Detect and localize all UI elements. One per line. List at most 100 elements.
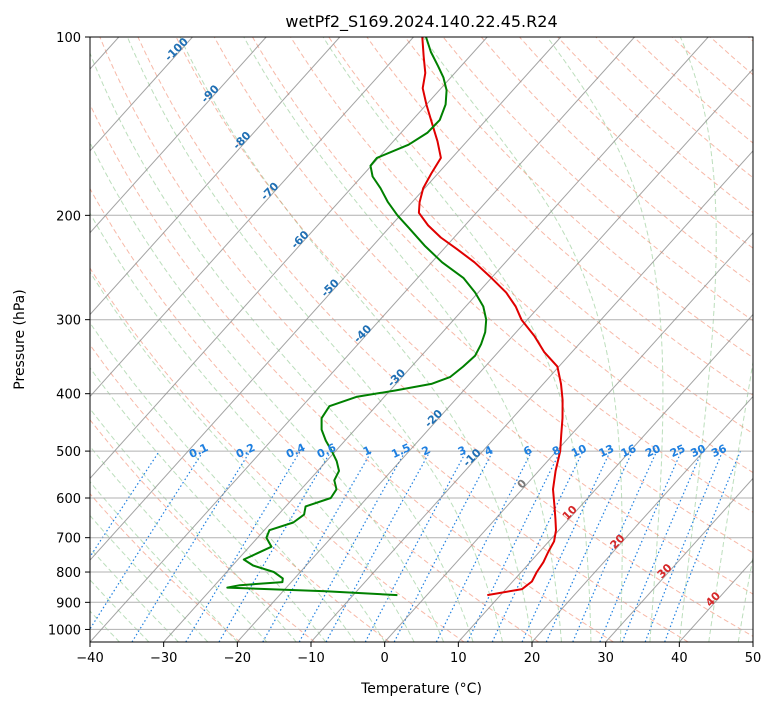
temperature-trace	[417, 37, 564, 597]
dry-adiabat-line	[633, 37, 753, 144]
moist-adiabat-line	[422, 37, 623, 642]
x-tick-label: 40	[671, 651, 688, 666]
x-axis: −40 −30 −20 −10 0 10 20 30 40 50	[76, 642, 761, 666]
dry-adiabat-line	[90, 344, 390, 642]
y-tick-label: 100	[56, 31, 81, 46]
moist-adiabat-line	[678, 37, 717, 642]
x-tick-label: −30	[150, 651, 177, 666]
isotherm-gridlines	[90, 37, 753, 642]
moist-adiabat-line	[322, 37, 592, 642]
isobar-gridlines	[90, 37, 753, 630]
moist-adiabat-line	[126, 37, 503, 642]
y-tick-label: 200	[56, 209, 81, 224]
dewpoint-trace	[226, 37, 488, 597]
dry-adiabat-line	[289, 37, 753, 474]
isotherm-line	[90, 37, 488, 480]
isotherm-line	[90, 37, 341, 316]
mixing-ratio-label: 25	[668, 442, 687, 460]
moist-adiabat-line	[708, 359, 753, 642]
moist-adiabat-line	[179, 37, 533, 642]
moist-adiabat-line	[546, 37, 664, 642]
dry-adiabat-line	[137, 37, 753, 637]
moist-adiabat-line	[90, 51, 474, 642]
dry-adiabat-line	[90, 492, 241, 642]
mixing-ratio-label: 20	[643, 442, 663, 460]
y-tick-label: 500	[56, 445, 81, 460]
moist-adiabat-line	[90, 271, 386, 642]
mixing-ratio-line	[621, 450, 703, 642]
y-axis: 100 200 300 400 500 600 700 800 900 1000	[48, 31, 90, 638]
dry-adiabat-line	[251, 37, 753, 513]
mixing-ratio-line	[364, 450, 467, 642]
mixing-ratio-label: 16	[619, 442, 639, 460]
isotherm-line	[90, 37, 635, 642]
isotherm-line	[236, 68, 753, 642]
mixing-ratio-line	[298, 450, 406, 642]
isotherm-line	[384, 232, 753, 642]
dry-adiabat-line	[90, 103, 614, 642]
dry-adiabat-line	[595, 37, 753, 179]
dry-adiabat-line	[90, 187, 540, 642]
mixing-ratio-label: 36	[709, 442, 729, 460]
isotherm-line	[531, 395, 753, 642]
x-axis-label: Temperature (°C)	[360, 681, 482, 697]
dry-adiabat-line	[328, 37, 753, 435]
mixing-ratio-line	[644, 450, 724, 642]
moist-adiabat-line	[90, 445, 268, 642]
dry-adiabat-line	[480, 37, 753, 285]
y-tick-label: 300	[56, 314, 81, 329]
dry-adiabat-line	[556, 37, 753, 214]
mixing-ratio-line	[599, 450, 682, 642]
moist-adiabat-line	[90, 579, 150, 642]
x-tick-label: 0	[381, 651, 389, 666]
dry-adiabat-line	[175, 37, 753, 595]
moist-adiabat-line	[243, 37, 562, 642]
mixing-ratio-label: 13	[597, 442, 616, 460]
plot-area: 0.1 0.2 0.4 0.6 1 1.5 2 3 4 6 8 10 13 16 20 25 30 36-100-…	[90, 37, 753, 642]
plot-frame	[89, 36, 754, 643]
x-tick-label: −20	[224, 651, 251, 666]
mixing-ratio-line	[545, 450, 634, 642]
y-axis-label: Pressure (hPa)	[12, 289, 28, 389]
isotherm-line	[90, 37, 193, 152]
chart-title: wetPf2_S169.2024.140.22.45.R24	[285, 12, 557, 32]
mixing-ratio-line	[325, 450, 431, 642]
x-tick-label: 10	[450, 651, 467, 666]
moist-adiabat-line	[90, 481, 238, 642]
y-tick-label: 800	[56, 566, 81, 581]
dry-adiabat-line	[518, 37, 753, 249]
y-tick-label: 1000	[48, 623, 81, 638]
x-tick-label: −10	[297, 651, 324, 666]
moist-adiabat-line	[90, 514, 209, 642]
moist-adiabat-line	[737, 554, 753, 642]
mixing-ratio-line	[435, 450, 533, 642]
y-tick-label: 700	[56, 532, 81, 547]
mixing-ratio-line	[90, 450, 204, 631]
y-tick-label: 600	[56, 492, 81, 507]
dry-adiabat-line	[90, 267, 465, 642]
moist-adiabat-line	[90, 141, 445, 642]
isotherm-line	[90, 37, 414, 398]
moist-adiabat-line	[90, 407, 297, 642]
mixing-ratio-label: 10	[569, 442, 589, 460]
moist-adiabat-line	[90, 322, 356, 642]
isotherm-line	[457, 313, 753, 642]
moist-adiabat-line	[90, 547, 179, 642]
mixing-ratio-line	[90, 450, 160, 558]
mixing-ratio-line	[572, 450, 658, 642]
dry-adiabat-line	[99, 37, 689, 642]
sounding-traces	[226, 37, 564, 597]
y-tick-label: 900	[56, 596, 81, 611]
x-tick-label: 20	[524, 651, 541, 666]
dry-adiabats	[90, 37, 753, 642]
x-tick-label: 30	[597, 651, 614, 666]
y-tick-label: 400	[56, 388, 81, 403]
isotherm-line	[163, 37, 709, 642]
isotherm-line	[90, 37, 267, 234]
dry-adiabat-line	[90, 418, 316, 642]
isotherm-line	[310, 150, 753, 642]
x-tick-label: −40	[76, 651, 103, 666]
isotherm-line	[605, 477, 753, 642]
